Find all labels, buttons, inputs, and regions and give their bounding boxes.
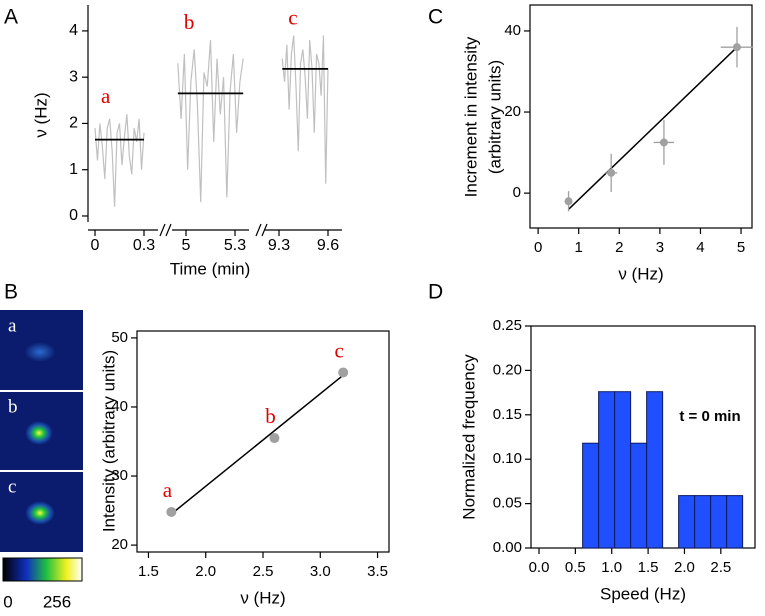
histogram-bar <box>598 391 616 549</box>
axis-break <box>255 223 262 237</box>
panel-letter: D <box>428 281 443 304</box>
x-tick-label: 3 <box>656 239 664 256</box>
trace <box>94 114 145 207</box>
x-tick-label: 0 <box>91 237 100 254</box>
colorbar-tick-label: 0 <box>3 592 12 611</box>
axis-break <box>261 223 268 237</box>
trace <box>177 40 244 203</box>
histogram-bar <box>710 495 728 549</box>
x-axis-label: Time (min) <box>170 259 251 278</box>
x-tick-label: 2.0 <box>674 559 695 576</box>
x-tick-label: 3.0 <box>310 563 331 580</box>
histogram-bar <box>694 495 712 549</box>
y-tick-label: 3 <box>69 68 78 85</box>
image-label: c <box>8 476 16 497</box>
x-axis-label: Speed (Hz) <box>600 584 686 603</box>
y-tick-label: 20 <box>504 103 521 120</box>
panel-letter: C <box>428 6 443 29</box>
annotation: t = 0 min <box>679 408 740 425</box>
spot <box>25 421 53 445</box>
x-tick-label: 0.3 <box>133 237 155 254</box>
y-tick-label: 0.20 <box>493 361 522 378</box>
histogram-bar <box>614 391 632 549</box>
y-tick-label: 4 <box>69 22 78 39</box>
plot-frame <box>529 4 753 229</box>
x-tick-label: 2.5 <box>710 559 731 576</box>
y-tick-label: 0.00 <box>493 539 522 556</box>
y-axis-label: Intensity (arbitrary units) <box>99 350 118 532</box>
y-axis-label: Normalized frequency <box>459 354 478 520</box>
colorbar-tick-label: 256 <box>43 592 71 611</box>
x-tick-label: 9.6 <box>317 237 339 254</box>
y-tick-label: 0.05 <box>493 495 522 512</box>
y-tick-label: 40 <box>111 398 128 415</box>
x-tick-label: 2.5 <box>253 563 274 580</box>
segment-label: a <box>101 84 111 108</box>
y-tick-label: 0.15 <box>493 406 522 423</box>
y-tick-label: 20 <box>111 536 128 553</box>
segment-label: b <box>184 10 195 34</box>
histogram-bar <box>646 391 664 549</box>
y-tick-label: 0.25 <box>493 317 522 334</box>
x-axis-label: ν (Hz) <box>240 588 285 607</box>
trace <box>281 35 329 184</box>
panel-letter: B <box>4 281 18 304</box>
y-axis-label: ν (Hz) <box>31 92 50 137</box>
fit-line <box>170 374 344 515</box>
x-tick-label: 3.5 <box>367 563 388 580</box>
y-axis-label: Increment in intensity <box>461 36 480 197</box>
y-tick-label: 1 <box>69 161 78 178</box>
x-tick-label: 4 <box>696 239 704 256</box>
x-tick-label: 0 <box>534 239 542 256</box>
point-label: b <box>265 404 276 428</box>
histogram-bar <box>726 495 744 549</box>
y-tick-label: 50 <box>111 329 128 346</box>
x-tick-label: 1 <box>575 239 583 256</box>
axis-break <box>159 223 166 237</box>
x-tick-label: 1.5 <box>138 563 159 580</box>
panel-letter: A <box>4 6 18 29</box>
y-tick-label: 0 <box>513 184 521 201</box>
y-tick-label: 2 <box>69 115 78 132</box>
x-tick-label: 1.5 <box>638 559 659 576</box>
data-point <box>564 197 573 206</box>
x-tick-label: 5 <box>737 239 745 256</box>
point-label: a <box>163 478 173 502</box>
y-tick-label: 0.10 <box>493 450 522 467</box>
y-axis-label: (arbitrary units) <box>485 60 504 174</box>
image-label: a <box>8 315 17 336</box>
data-point <box>166 506 177 517</box>
y-tick-label: 40 <box>504 22 521 39</box>
segment-label: c <box>288 5 297 29</box>
y-tick-label: 0 <box>69 207 78 224</box>
fit-line <box>568 46 738 210</box>
x-tick-label: 5.3 <box>224 237 246 254</box>
colorbar <box>2 557 83 582</box>
data-point <box>269 433 280 444</box>
x-tick-label: 0.5 <box>565 559 586 576</box>
data-point <box>607 168 616 177</box>
x-axis-label: ν (Hz) <box>618 264 663 283</box>
data-point <box>338 367 349 378</box>
micrographs <box>0 310 83 582</box>
histogram-bar <box>678 495 696 549</box>
plot-frame <box>136 330 390 553</box>
data-point <box>659 138 668 147</box>
x-tick-label: 1.0 <box>601 559 622 576</box>
data-point <box>732 43 741 52</box>
axis-break <box>165 223 172 237</box>
x-tick-label: 2 <box>615 239 623 256</box>
histogram-bar <box>630 442 648 549</box>
x-tick-label: 5 <box>182 237 191 254</box>
x-tick-label: 9.3 <box>268 237 290 254</box>
x-tick-label: 0.0 <box>529 559 550 576</box>
x-tick-label: 2.0 <box>195 563 216 580</box>
spot <box>24 342 56 362</box>
spot <box>25 501 55 525</box>
image-label: b <box>8 396 18 417</box>
y-tick-label: 30 <box>111 467 128 484</box>
histogram-bar <box>582 442 600 549</box>
point-label: c <box>335 338 344 362</box>
